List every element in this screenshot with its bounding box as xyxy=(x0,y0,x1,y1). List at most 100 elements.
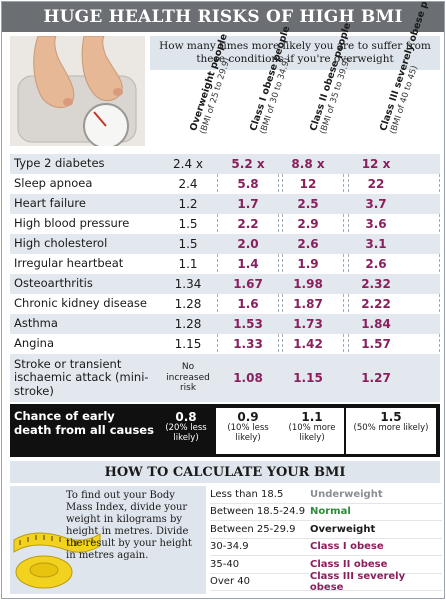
value-overweight: 1.28 xyxy=(174,317,202,331)
value-overweight: 2.4 x xyxy=(173,157,203,171)
column-header-class-3: Class III severely obese people (BMI of … xyxy=(352,2,440,156)
column-header-class-2: Class II obese people (BMI of 35 to 39.9… xyxy=(282,21,353,156)
early-death-note: (10% less likely) xyxy=(227,423,269,443)
value-class-2: 1.9 xyxy=(297,257,319,271)
table-row: Chronic kidney disease 1.28 1.6 1.87 2.2… xyxy=(10,294,440,314)
value-class-1: 5.2 x xyxy=(231,157,265,171)
title-banner: HUGE HEALTH RISKS OF HIGH BMI xyxy=(2,2,444,32)
row-label: Sleep apnoea xyxy=(14,176,93,191)
early-death-class-2: 1.1 (10% more likely) xyxy=(280,408,344,454)
value-class-1: 2.2 xyxy=(237,217,259,231)
bmi-range: 30-34.9 xyxy=(210,541,249,553)
bmi-row: Between 25-29.9 Overweight xyxy=(210,521,442,539)
row-label: Heart failure xyxy=(14,196,86,211)
value-class-1: 1.4 xyxy=(237,257,259,271)
early-death-class-3: 1.5 (50% more likely) xyxy=(346,408,436,454)
value-overweight: 1.34 xyxy=(174,277,202,291)
early-death-overweight: 0.8 (20% less likely) xyxy=(154,408,218,454)
calc-title: HOW TO CALCULATE YOUR BMI xyxy=(104,464,346,480)
value-class-2: 2.5 xyxy=(297,197,319,211)
early-death-label: Chance of early death from all causes xyxy=(14,409,154,437)
value-overweight: 1.1 xyxy=(178,257,198,271)
value-class-2: 8.8 x xyxy=(291,157,325,171)
row-label: Angina xyxy=(14,336,54,351)
bmi-range: Between 25-29.9 xyxy=(210,523,296,535)
early-death-value: 0.8 xyxy=(175,410,197,424)
early-death-row: Chance of early death from all causes 0.… xyxy=(10,404,440,457)
bmi-row: Less than 18.5 Underweight xyxy=(210,486,442,504)
value-overweight: 1.15 xyxy=(174,337,202,351)
bmi-range: Between 18.5-24.9 xyxy=(210,506,306,518)
row-label: Chronic kidney disease xyxy=(14,296,147,311)
value-class-2: 2.9 xyxy=(297,217,319,231)
value-class-2: 2.6 xyxy=(297,237,319,251)
table-row: High blood pressure 1.5 2.2 2.9 3.6 xyxy=(10,214,440,234)
value-class-3: 2.6 xyxy=(365,257,387,271)
value-overweight: 1.28 xyxy=(174,297,202,311)
calc-banner: HOW TO CALCULATE YOUR BMI xyxy=(10,461,440,483)
bmi-category: Overweight xyxy=(310,523,376,535)
table-row: Heart failure 1.2 1.7 2.5 3.7 xyxy=(10,194,440,214)
value-class-3: 1.27 xyxy=(361,371,391,385)
bmi-row: 35-40 Class II obese xyxy=(210,556,442,574)
table-row: Type 2 diabetes 2.4 x 5.2 x 8.8 x 12 x xyxy=(10,154,440,174)
value-class-2: 1.98 xyxy=(293,277,323,291)
value-class-3: 2.32 xyxy=(361,277,391,291)
bmi-range: 35-40 xyxy=(210,558,240,570)
calc-instructions: To find out your Body Mass Index, divide… xyxy=(66,490,192,561)
value-class-3: 3.1 xyxy=(365,237,387,251)
column-header-overweight: Overweight people (BMI of 25 to 29.9) xyxy=(162,32,233,156)
bathroom-scale-feet-icon xyxy=(10,36,145,146)
calc-instructions-box: To find out your Body Mass Index, divide… xyxy=(10,486,206,594)
value-class-3: 1.84 xyxy=(361,317,391,331)
early-death-value: 1.5 xyxy=(380,410,402,424)
value-class-1: 2.0 xyxy=(237,237,259,251)
early-death-class-1: 0.9 (10% less likely) xyxy=(216,408,280,454)
row-label: High cholesterol xyxy=(14,236,108,251)
bmi-category: Underweight xyxy=(310,488,383,500)
value-class-3: 3.7 xyxy=(365,197,387,211)
row-label: Osteoarthritis xyxy=(14,276,93,291)
value-class-1: 1.6 xyxy=(237,297,259,311)
value-overweight: 1.5 xyxy=(178,237,198,251)
page-title: HUGE HEALTH RISKS OF HIGH BMI xyxy=(43,7,403,27)
early-death-value: 0.9 xyxy=(237,410,259,424)
bmi-range: Over 40 xyxy=(210,576,250,588)
value-class-3: 22 xyxy=(367,177,385,191)
value-class-2: 1.87 xyxy=(293,297,323,311)
bmi-category: Class I obese xyxy=(310,541,384,553)
table-row: Stroke or transient ischaemic attack (mi… xyxy=(10,354,440,402)
row-label: Type 2 diabetes xyxy=(14,156,105,171)
bmi-category: Class III severely obese xyxy=(309,570,406,593)
value-overweight: 2.4 xyxy=(178,177,198,191)
value-class-2: 1.42 xyxy=(293,337,323,351)
value-class-2: 12 xyxy=(299,177,317,191)
table-row: Irregular heartbeat 1.1 1.4 1.9 2.6 xyxy=(10,254,440,274)
value-overweight: 1.2 xyxy=(178,197,198,211)
bmi-category-list: Less than 18.5 Underweight Between 18.5-24… xyxy=(210,486,442,593)
value-class-3: 1.57 xyxy=(361,337,391,351)
bmi-row: 30-34.9 Class I obese xyxy=(210,539,442,556)
column-header-class-1: Class I obese people (BMI of 30 to 34.9) xyxy=(222,25,293,156)
row-label: Stroke or transient ischaemic attack (mi… xyxy=(14,357,149,398)
value-class-1: 1.53 xyxy=(233,317,263,331)
value-class-2: 1.15 xyxy=(293,371,323,385)
value-class-3: 2.22 xyxy=(361,297,391,311)
value-class-1: 1.08 xyxy=(233,371,263,385)
row-label: High blood pressure xyxy=(14,216,130,231)
value-class-1: 1.67 xyxy=(233,277,263,291)
table-row: Angina 1.15 1.33 1.42 1.57 xyxy=(10,334,440,354)
early-death-note: (20% less likely) xyxy=(165,423,207,443)
row-label: Asthma xyxy=(14,316,58,331)
value-class-1: 1.7 xyxy=(237,197,259,211)
early-death-note: (10% more likely) xyxy=(288,423,336,443)
table-row: High cholesterol 1.5 2.0 2.6 3.1 xyxy=(10,234,440,254)
value-class-1: 1.33 xyxy=(233,337,263,351)
value-class-3: 12 x xyxy=(361,157,391,171)
value-class-3: 3.6 xyxy=(365,217,387,231)
bmi-row: Between 18.5-24.9 Normal xyxy=(210,504,442,521)
bmi-row: Over 40 Class III severely obese xyxy=(210,570,442,593)
value-overweight: No increased risk xyxy=(166,362,210,394)
intro-text: How many times more likely you are to su… xyxy=(159,39,431,65)
